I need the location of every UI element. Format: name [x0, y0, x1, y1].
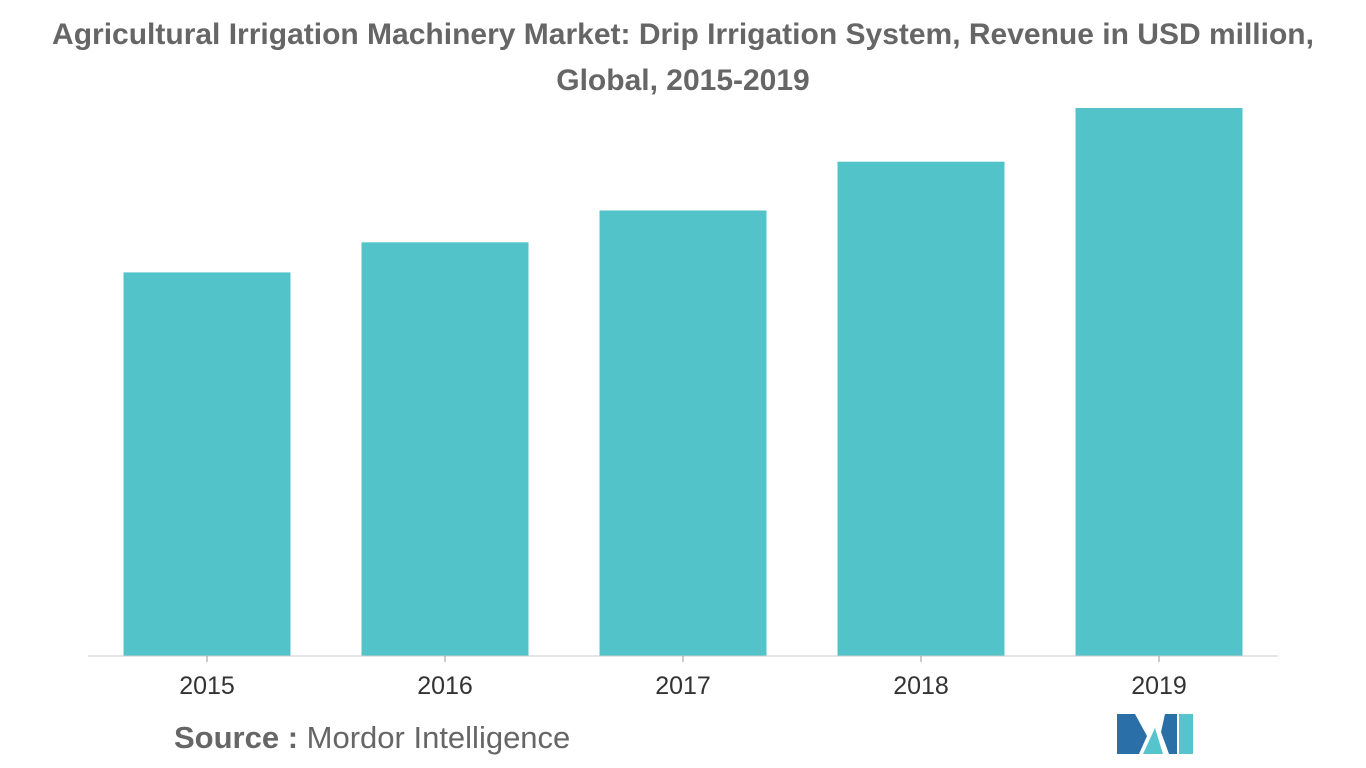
logo-left-shape — [1117, 714, 1147, 754]
chart-title: Agricultural Irrigation Machinery Market… — [52, 18, 1314, 97]
source-note: Source : Mordor Intelligence — [174, 720, 570, 756]
x-tick-label-2019: 2019 — [1131, 672, 1187, 700]
x-axis-labels: 2015 2016 2017 2018 2019 — [179, 672, 1187, 700]
bar-2015 — [123, 272, 291, 656]
logo-right-shape — [1161, 714, 1177, 754]
x-tick-label-2018: 2018 — [893, 672, 949, 700]
x-tick-label-2017: 2017 — [655, 672, 711, 700]
bar-2018 — [837, 161, 1005, 656]
x-tick-label-2016: 2016 — [417, 672, 473, 700]
bars-layer — [123, 108, 1243, 657]
bar-2019 — [1075, 108, 1243, 656]
logo-right-accent — [1179, 714, 1193, 754]
source-text: Mordor Intelligence — [306, 720, 571, 755]
x-tick-label-2015: 2015 — [179, 672, 235, 700]
bar-2017 — [599, 210, 767, 656]
source-label: Source : — [174, 720, 299, 755]
logo-mid-shape — [1143, 728, 1163, 754]
mordor-intelligence-logo — [1117, 714, 1193, 754]
bar-2016 — [361, 242, 529, 657]
x-axis-ticks — [206, 656, 1160, 662]
